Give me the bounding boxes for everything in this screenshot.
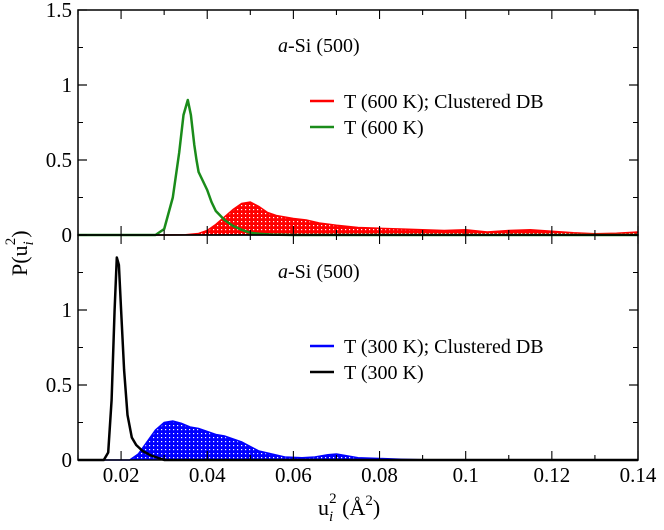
top-ytick-label: 1.5: [46, 0, 72, 22]
top-ytick-label: 1: [62, 73, 73, 97]
bottom-legend: T (300 K); Clustered DB T (300 K): [310, 336, 544, 384]
xtick-label: 0.04: [189, 463, 226, 487]
bottom-series-outline-t-300-k-clustered-db: [78, 420, 638, 461]
legend-label-300k: T (300 K): [344, 362, 424, 384]
bottom-ytick-label: 1: [62, 298, 73, 322]
top-legend: T (600 K); Clustered DB T (600 K): [310, 91, 544, 139]
top-annotation: a-Si (500): [278, 35, 360, 57]
xtick-label: 0.06: [275, 463, 312, 487]
xtick-label: 0.02: [103, 463, 140, 487]
xtick-label: 0.1: [453, 463, 479, 487]
top-series-outline-t-600-k-clustered-db: [78, 201, 639, 236]
bottom-ytick-label: 0.5: [46, 373, 72, 397]
bottom-ytick-label: 0: [62, 448, 73, 472]
top-ytick-label: 0: [62, 223, 73, 247]
xtick-label: 0.14: [620, 463, 657, 487]
legend-label-600k: T (600 K): [344, 117, 424, 139]
top-series-area-t-600-k-clustered-db: [78, 202, 638, 235]
y-axis-label: P(ui2): [3, 230, 37, 276]
top-series-line-t-600-k: [78, 98, 638, 237]
x-axis-label: ui2 (Å2): [318, 491, 380, 525]
legend-label-600k-clustered: T (600 K); Clustered DB: [344, 91, 544, 113]
xtick-label: 0.12: [533, 463, 570, 487]
bottom-panel: 0 0.5 1 0.02 0.04 0.06 0.08 0.1 0.12 0.14 a-Si (5…: [46, 234, 657, 487]
xtick-label: 0.08: [361, 463, 398, 487]
top-ytick-label: 0.5: [46, 148, 72, 172]
bottom-series-line-t-300-k: [78, 256, 638, 462]
legend-label-300k-clustered: T (300 K); Clustered DB: [344, 336, 544, 358]
top-panel: 0 0.5 1 1.5 a-Si (500) T (600 K); Clustered…: [46, 0, 639, 247]
bottom-series-area-t-300-k-clustered-db: [78, 421, 638, 460]
bottom-annotation: a-Si (500): [278, 261, 360, 283]
